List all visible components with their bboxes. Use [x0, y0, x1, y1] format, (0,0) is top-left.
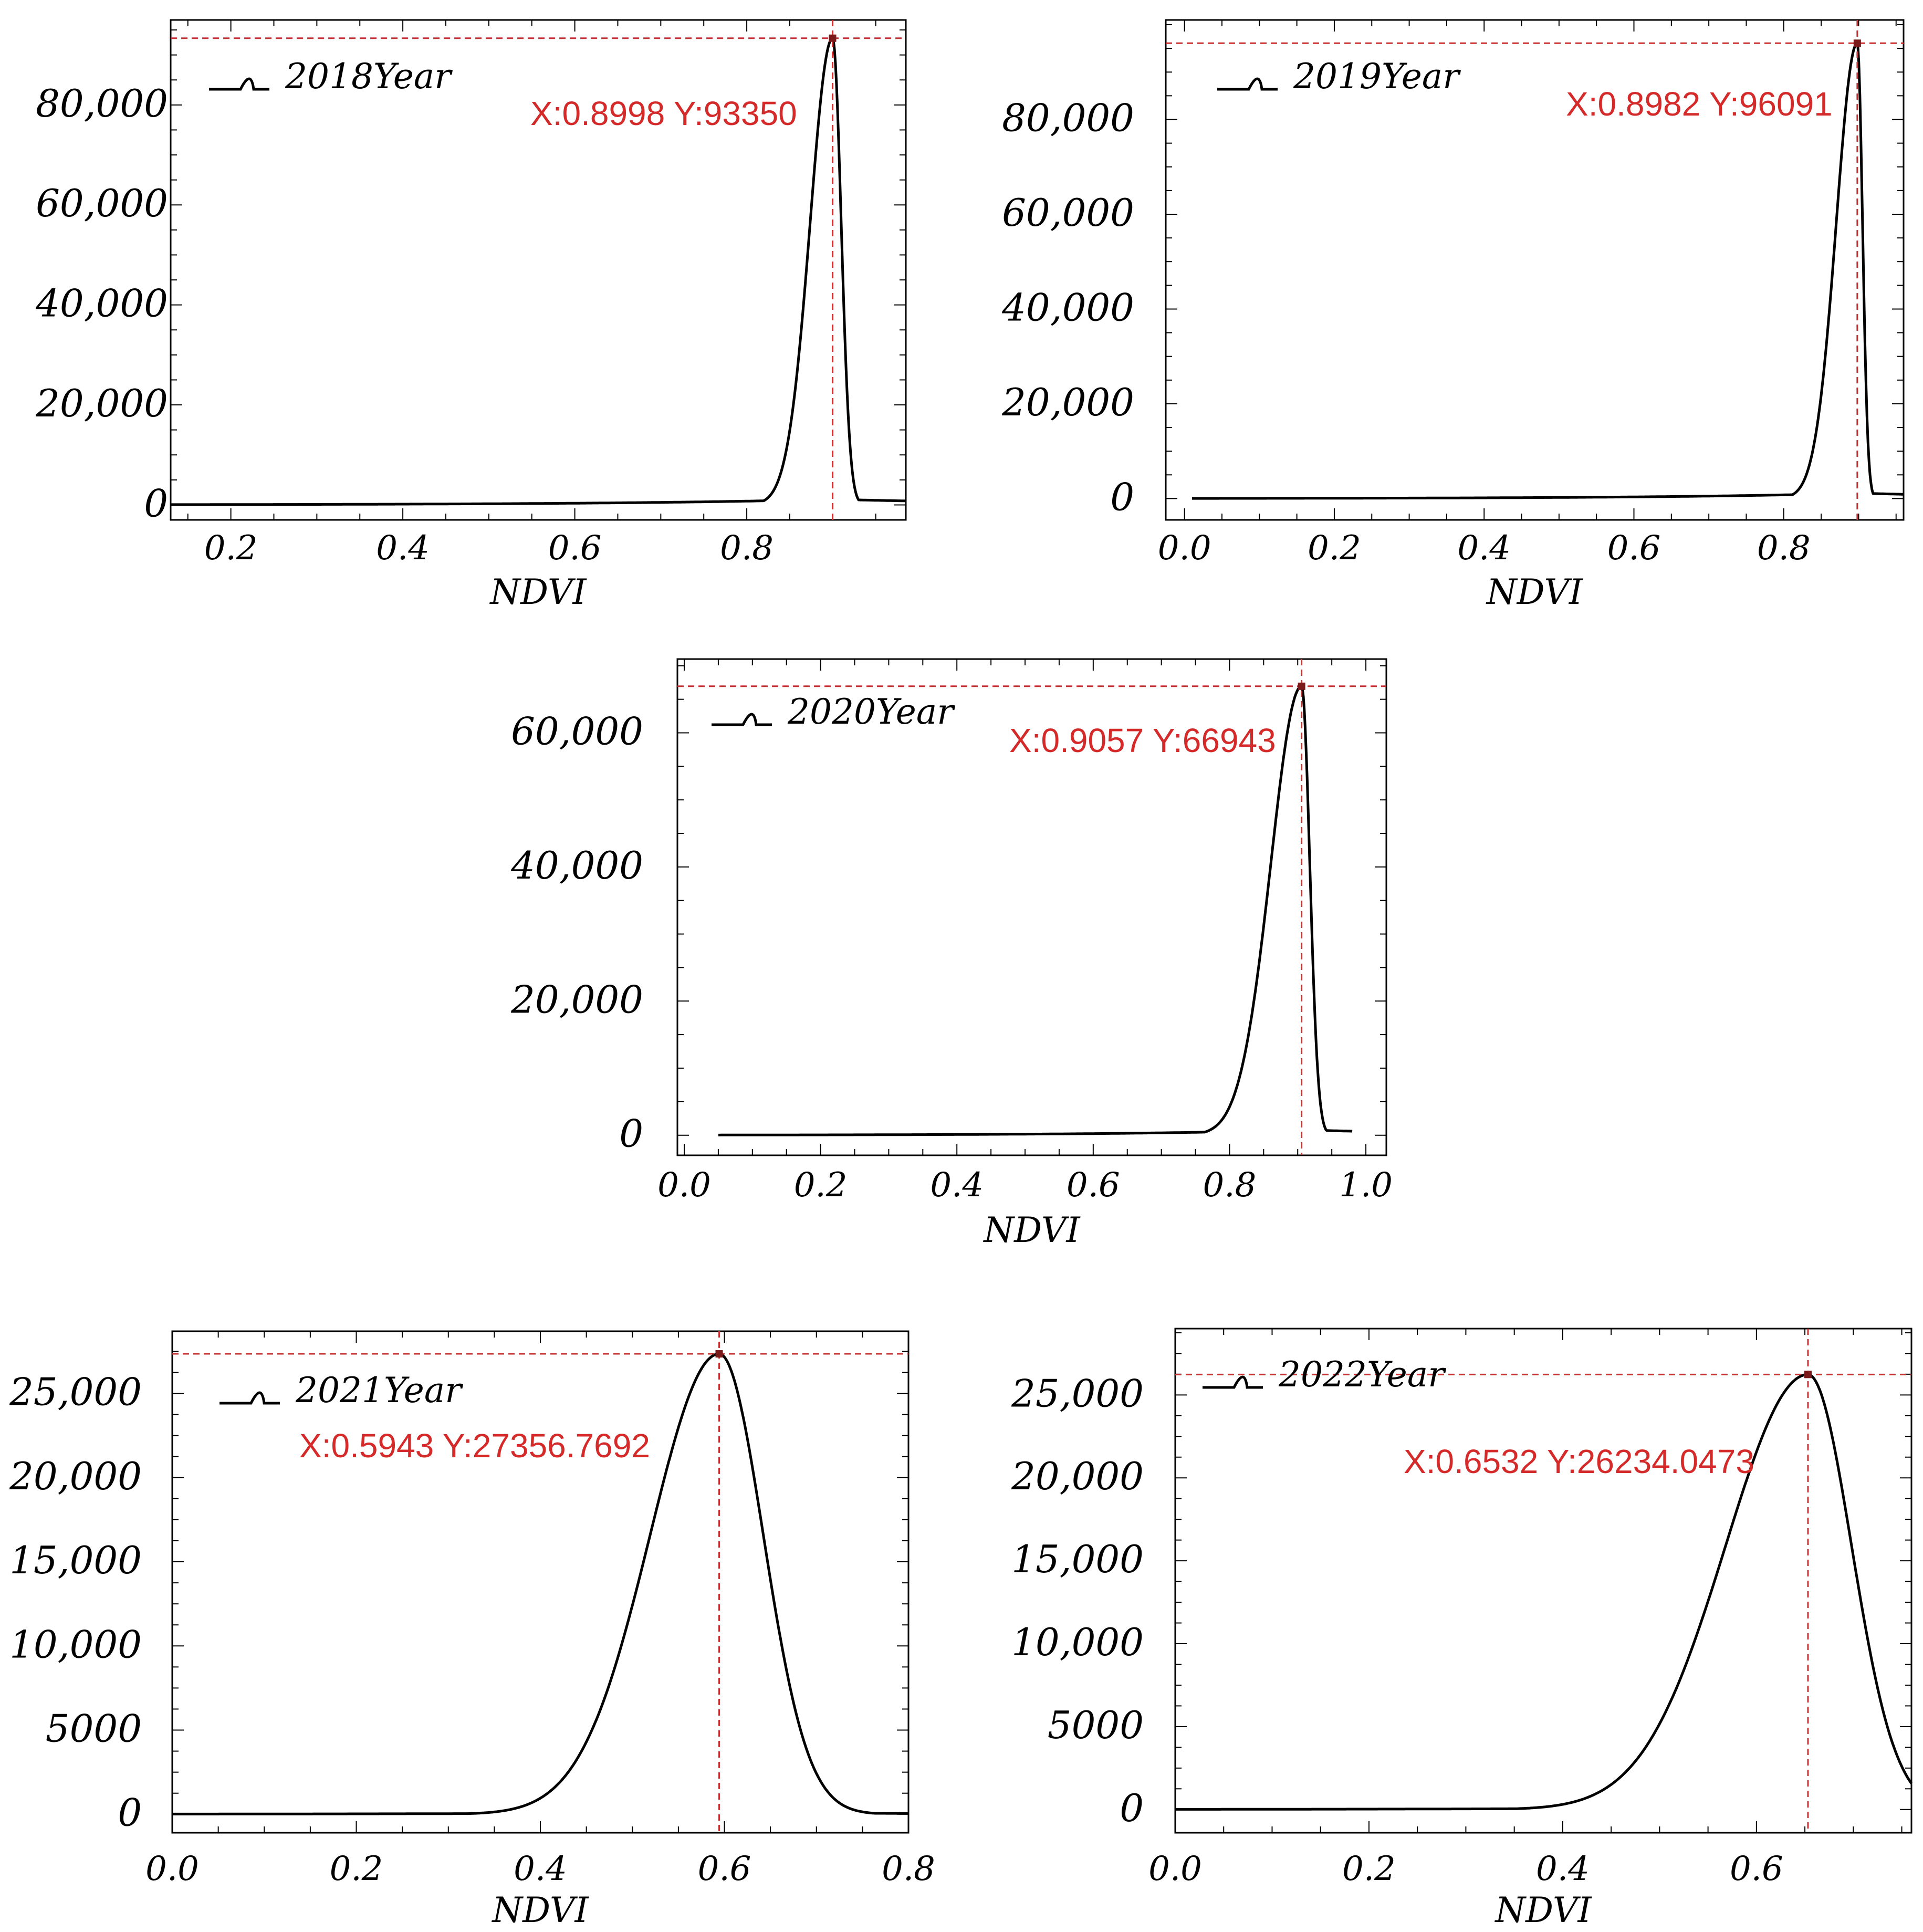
x-tick-label: 1.0	[1339, 1166, 1393, 1205]
y-tick-label: 20,000	[9, 1454, 142, 1498]
peak-annotation: X:0.8998 Y:93350	[530, 95, 797, 132]
x-axis-title: NDVI	[1486, 572, 1584, 612]
y-tick-label: 60,000	[511, 709, 643, 753]
y-tick-label: 10,000	[1011, 1620, 1144, 1664]
y-tick-label: 5000	[46, 1707, 142, 1751]
y-tick-label: 60,000	[36, 181, 168, 225]
chart-panel-5: 0.0 0.2 0.4 0.6 0 5000 10,000 15,000 20,000 25,00…	[1011, 1328, 1913, 1930]
peak-annotation: X:0.9057 Y:66943	[1009, 722, 1276, 759]
peak-marker	[1804, 1371, 1812, 1378]
x-tick-label: 0.6	[548, 529, 602, 568]
legend: 2022Year	[1203, 1354, 1446, 1395]
x-axis-title: NDVI	[489, 572, 587, 612]
y-tick-label: 0	[1120, 1786, 1144, 1830]
chart-panel-3: 0.0 0.2 0.4 0.6 0.8 1.0 0 20,000 40,000 60,000 NDV…	[510, 658, 1393, 1250]
y-tick-label: 40,000	[35, 281, 168, 326]
series-line	[718, 685, 1353, 1136]
x-tick-label: 0.4	[1536, 1850, 1590, 1888]
y-tick-label: 20,000	[1011, 1454, 1144, 1498]
series-line	[170, 37, 906, 506]
peak-marker	[1298, 682, 1305, 690]
y-tick-label: 20,000	[510, 977, 643, 1021]
peak-marker	[1853, 39, 1861, 47]
x-tick-label: 0.8	[1757, 529, 1811, 568]
y-tick-label: 25,000	[1011, 1371, 1144, 1415]
peak-marker	[829, 34, 837, 42]
y-tick-label: 80,000	[36, 81, 168, 126]
plot-frame	[1165, 19, 1905, 521]
plot-frame	[676, 658, 1387, 1156]
legend: 2021Year	[220, 1370, 463, 1411]
x-tick-label: 0.2	[1342, 1850, 1396, 1888]
y-tick-label: 20,000	[35, 381, 168, 425]
x-tick-label: 0.4	[1457, 529, 1511, 568]
x-axis-title: NDVI	[1494, 1890, 1592, 1930]
plot-frame	[1174, 1328, 1912, 1834]
legend: 2019Year	[1217, 56, 1461, 97]
x-axis-title: NDVI	[983, 1210, 1081, 1250]
x-tick-label: 0.6	[1607, 529, 1661, 568]
plot-frame	[170, 19, 907, 521]
chart-panel-1: 0.2 0.4 0.6 0.8 0 20,000 40,000 60,000 80,000 NDV…	[35, 19, 907, 612]
x-tick-label: 0.4	[514, 1850, 567, 1888]
peak-annotation: X:0.6532 Y:26234.0473	[1404, 1443, 1754, 1480]
x-tick-label: 0.6	[698, 1850, 751, 1888]
x-tick-label: 0.6	[1067, 1166, 1120, 1205]
y-tick-label: 25,000	[9, 1370, 142, 1414]
y-tick-label: 0	[1110, 475, 1134, 519]
peak-marker	[715, 1350, 723, 1358]
peak-annotation: X:0.8982 Y:96091	[1566, 85, 1833, 123]
x-tick-label: 0.0	[657, 1166, 711, 1205]
x-tick-label: 0.2	[1308, 529, 1361, 568]
series-line	[172, 1352, 909, 1815]
peak-annotation: X:0.5943 Y:27356.7692	[299, 1427, 650, 1465]
y-tick-label: 40,000	[510, 843, 643, 887]
series-line	[1192, 42, 1904, 500]
y-tick-label: 15,000	[9, 1538, 142, 1582]
y-tick-label: 0	[619, 1112, 643, 1156]
x-tick-label: 0.0	[1148, 1850, 1202, 1888]
x-tick-label: 0.2	[330, 1850, 383, 1888]
y-tick-label: 80,000	[1002, 96, 1134, 140]
legend: 2020Year	[712, 692, 955, 732]
y-tick-label: 60,000	[1002, 191, 1134, 235]
legend-line-icon	[1203, 1375, 1263, 1389]
y-tick-label: 5000	[1048, 1703, 1144, 1747]
legend-line-icon	[209, 77, 269, 91]
x-tick-label: 0.8	[882, 1850, 935, 1888]
y-tick-label: 10,000	[9, 1622, 142, 1666]
legend-label: 2020Year	[787, 692, 955, 732]
x-tick-label: 0.0	[145, 1850, 199, 1888]
legend-label: 2022Year	[1278, 1354, 1446, 1395]
plot-frame	[171, 1330, 910, 1834]
legend-line-icon	[1217, 77, 1278, 91]
x-tick-label: 0.2	[794, 1166, 848, 1205]
series-line	[1175, 1373, 1913, 1811]
x-tick-label: 0.8	[720, 529, 774, 568]
legend-label: 2019Year	[1293, 56, 1461, 97]
legend: 2018Year	[209, 56, 453, 97]
y-tick-label: 20,000	[1001, 380, 1134, 424]
legend-line-icon	[712, 713, 772, 726]
legend-line-icon	[220, 1391, 280, 1405]
x-tick-label: 0.6	[1730, 1850, 1783, 1888]
y-tick-label: 0	[144, 481, 168, 525]
x-tick-label: 0.8	[1203, 1166, 1257, 1205]
y-tick-label: 40,000	[1001, 285, 1134, 329]
y-tick-label: 15,000	[1011, 1537, 1144, 1581]
y-tick-label: 0	[118, 1791, 142, 1835]
x-tick-label: 0.4	[930, 1166, 984, 1205]
legend-label: 2021Year	[295, 1370, 463, 1411]
legend-label: 2018Year	[285, 56, 453, 97]
chart-panel-2: 0.0 0.2 0.4 0.6 0.8 0 20,000 40,000 60,000 80,000…	[1001, 19, 1905, 612]
chart-panel-4: 0.0 0.2 0.4 0.6 0.8 0 5000 10,000 15,000 20,000 25…	[9, 1330, 935, 1930]
x-axis-title: NDVI	[491, 1890, 589, 1930]
x-tick-label: 0.4	[376, 529, 430, 568]
x-tick-label: 0.2	[204, 529, 258, 568]
x-tick-label: 0.0	[1158, 529, 1211, 568]
